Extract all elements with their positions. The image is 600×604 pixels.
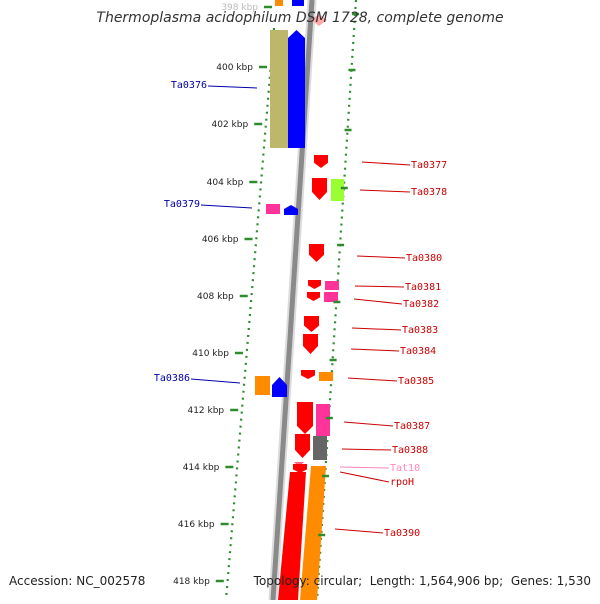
gene-leader-ta0385 bbox=[347, 377, 398, 382]
feature-top-faded bbox=[311, 14, 327, 26]
feature-ta0381 bbox=[325, 281, 339, 290]
gene-leader-ta0377 bbox=[361, 161, 411, 166]
feature-ta0382-red bbox=[307, 292, 320, 301]
gene-label-ta0385: Ta0385 bbox=[398, 376, 434, 387]
tick-label: 400 kbp bbox=[216, 63, 253, 73]
tick-label: 410 kbp bbox=[192, 349, 229, 359]
gene-label-ta0383: Ta0383 bbox=[402, 325, 438, 336]
topology-label: Topology: bbox=[253, 574, 310, 588]
gene-leader-rpoh bbox=[339, 471, 390, 483]
gene-label-ta0386: Ta0386 bbox=[154, 373, 190, 384]
feature-top-orange bbox=[275, 0, 283, 6]
feature-ta0388 bbox=[313, 436, 327, 460]
feature-ta0383 bbox=[304, 316, 319, 332]
gene-label-ta0380: Ta0380 bbox=[406, 253, 442, 264]
feature-ta0381-red bbox=[308, 280, 321, 289]
accession-value: NC_002578 bbox=[76, 574, 146, 588]
feature-ta0379 bbox=[266, 204, 280, 214]
feature-ta0386-blue bbox=[272, 377, 287, 397]
feature-ta0379-blue bbox=[284, 205, 298, 215]
feature-ta0386 bbox=[255, 376, 270, 395]
tick-label: 398 kbp bbox=[221, 3, 258, 13]
gene-leader-ta0378 bbox=[359, 189, 411, 193]
feature-ta0378-red bbox=[312, 178, 327, 200]
tick-label: 408 kbp bbox=[197, 292, 234, 302]
feature-ta0384 bbox=[303, 334, 318, 354]
tick-label: 416 kbp bbox=[178, 520, 215, 530]
gene-label-ta0377: Ta0377 bbox=[411, 160, 447, 171]
gene-leader-ta0382 bbox=[353, 298, 403, 305]
genes-label: Genes: bbox=[510, 574, 553, 588]
gene-label-ta0384: Ta0384 bbox=[400, 346, 436, 357]
gene-leader-ta0387 bbox=[343, 421, 394, 427]
tick-label: 412 kbp bbox=[187, 406, 224, 416]
feature-ta0376-blue bbox=[288, 30, 305, 148]
gene-leader-ta0380 bbox=[356, 255, 406, 259]
topology-value: circular bbox=[313, 574, 359, 588]
feature-ta0378 bbox=[331, 179, 344, 201]
genome-summary: Topology: circular; Length: 1,564,906 bp… bbox=[253, 574, 591, 588]
gene-leader-ta0379 bbox=[200, 204, 253, 209]
feature-ta0390 bbox=[300, 466, 326, 600]
left-dotted-track bbox=[224, 27, 276, 601]
feature-ta0387-red bbox=[297, 402, 313, 434]
tick-label: 402 kbp bbox=[212, 120, 249, 130]
feature-ta0385-red bbox=[301, 370, 315, 379]
feature-ta0380 bbox=[309, 244, 324, 262]
length-value: 1,564,906 bp bbox=[419, 574, 500, 588]
gene-leader-ta0381 bbox=[354, 285, 405, 288]
gene-leader-ta0390 bbox=[334, 528, 384, 534]
feature-ta0376 bbox=[270, 30, 288, 148]
gene-label-ta0381: Ta0381 bbox=[405, 282, 441, 293]
gene-leader-ta0383 bbox=[351, 327, 402, 331]
genes-value: 1,530 bbox=[556, 574, 591, 588]
feature-ta0382 bbox=[324, 292, 338, 302]
gene-label-ta0379: Ta0379 bbox=[164, 199, 200, 210]
gene-label-ta0378: Ta0378 bbox=[411, 187, 447, 198]
tick-label: 406 kbp bbox=[202, 235, 239, 245]
gene-leader-ta0376 bbox=[207, 85, 258, 89]
gene-label-rpoh: rpoH bbox=[390, 477, 414, 488]
gene-leader-ta0386 bbox=[190, 378, 241, 384]
gene-label-ta0388: Ta0388 bbox=[392, 445, 428, 456]
accession-label: Accession: bbox=[9, 574, 73, 588]
tick-label: 414 kbp bbox=[183, 463, 220, 473]
tick-label: 418 kbp bbox=[173, 577, 210, 587]
gene-leader-ta0388 bbox=[341, 448, 392, 451]
sequence-axis bbox=[270, 0, 315, 601]
gene-label-ta0387: Ta0387 bbox=[394, 421, 430, 432]
feature-ta0385 bbox=[319, 372, 333, 381]
feature-ta0388-red bbox=[295, 434, 310, 458]
feature-rpoh bbox=[293, 464, 307, 473]
feature-ta0387 bbox=[316, 404, 330, 436]
gene-leader-ta0384 bbox=[350, 348, 400, 352]
gene-label-ta0382: Ta0382 bbox=[403, 299, 439, 310]
gene-label-tat10: Tat10 bbox=[390, 463, 420, 474]
feature-large-red bbox=[278, 472, 306, 600]
gene-label-ta0376: Ta0376 bbox=[171, 80, 207, 91]
map-title: Thermoplasma acidophilum DSM 1728, compl… bbox=[96, 10, 504, 26]
gene-label-ta0390: Ta0390 bbox=[384, 528, 420, 539]
tick-label: 404 kbp bbox=[207, 178, 244, 188]
accession-info: Accession: NC_002578 bbox=[9, 574, 145, 588]
feature-top-blue bbox=[292, 0, 304, 6]
feature-ta0377 bbox=[314, 155, 328, 168]
length-label: Length: bbox=[369, 574, 416, 588]
gene-leader-tat10 bbox=[339, 466, 390, 469]
